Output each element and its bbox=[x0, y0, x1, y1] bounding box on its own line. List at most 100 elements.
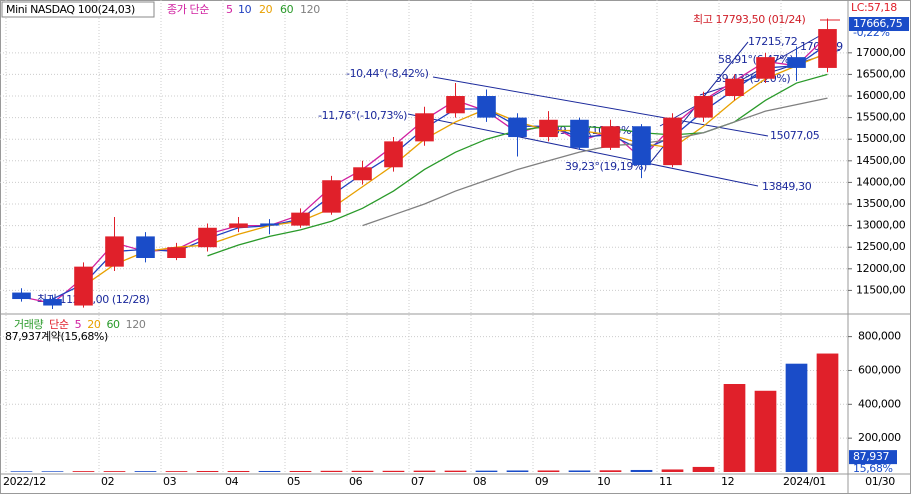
last-price-box bbox=[849, 17, 909, 32]
candle-body bbox=[415, 113, 434, 142]
trend-line bbox=[407, 113, 759, 187]
x-tick-label: 11 bbox=[659, 475, 672, 488]
volume-bar bbox=[72, 471, 95, 472]
annotation: 최저 11240,00 (12/28) bbox=[37, 293, 150, 306]
trend-line bbox=[432, 76, 769, 137]
y-tick-label: 12000,00 bbox=[856, 262, 906, 275]
volume-bar bbox=[382, 470, 405, 472]
y-tick-label: 800,000 bbox=[858, 330, 901, 343]
candle-body bbox=[260, 223, 279, 226]
annotation: -10,44°(-8,42%) bbox=[346, 67, 429, 80]
last-volume-pct: 15,68% bbox=[853, 462, 893, 475]
candle-body bbox=[167, 247, 186, 259]
y-tick-label: 13000,00 bbox=[856, 219, 906, 232]
candle-body bbox=[384, 141, 403, 168]
x-tick-label: 12 bbox=[721, 475, 734, 488]
volume-bar bbox=[165, 471, 188, 472]
volume-bar bbox=[475, 470, 498, 472]
candle-body bbox=[477, 96, 496, 118]
candle-body bbox=[105, 236, 124, 267]
volume-bar bbox=[506, 470, 529, 472]
y-tick-label: 14500,00 bbox=[856, 154, 906, 167]
last-volume-box bbox=[849, 450, 897, 465]
candle-body bbox=[291, 212, 310, 226]
y-tick-label: 14000,00 bbox=[856, 175, 906, 188]
candle-body bbox=[601, 126, 620, 148]
legend-entry: 20 bbox=[259, 3, 273, 16]
volume-legend-entry: 60 bbox=[106, 318, 120, 331]
ma-line bbox=[362, 97, 828, 227]
volume-bar bbox=[289, 470, 312, 472]
y-tick-label: 400,000 bbox=[858, 397, 901, 410]
y-tick-label: 15500,00 bbox=[856, 111, 906, 124]
candle-body bbox=[43, 299, 62, 306]
annotation: 최고 17793,50 (01/24) bbox=[693, 13, 806, 26]
volume-bar bbox=[754, 390, 777, 472]
volume-legend-entry: 20 bbox=[87, 318, 101, 331]
candle-body bbox=[229, 223, 248, 228]
annotation: 13849,30 bbox=[762, 180, 812, 193]
volume-bar bbox=[568, 470, 591, 472]
candle-body bbox=[570, 119, 589, 148]
annotation: -11,76°(-10,73%) bbox=[318, 109, 407, 122]
candle-body bbox=[136, 236, 155, 259]
volume-bar bbox=[630, 469, 653, 472]
y-tick-label: 200,000 bbox=[858, 431, 901, 444]
y-tick-label: 11500,00 bbox=[856, 283, 906, 296]
y-tick-label: 15000,00 bbox=[856, 132, 906, 145]
volume-bar bbox=[10, 471, 33, 472]
x-tick-label: 05 bbox=[287, 475, 301, 488]
candle-body bbox=[539, 119, 558, 138]
volume-bar bbox=[785, 363, 808, 472]
candle-body bbox=[198, 227, 217, 248]
y-tick-label: 16000,00 bbox=[856, 89, 906, 102]
last-date: 01/30 bbox=[865, 475, 895, 488]
last-volume-label: 87,937 bbox=[853, 450, 889, 463]
y-tick-label: 13500,00 bbox=[856, 197, 906, 210]
chart-title: Mini NASDAQ 100(24,03) bbox=[6, 3, 135, 16]
annotation: 17215,72 bbox=[748, 35, 797, 48]
trend-line bbox=[659, 29, 831, 127]
candle-body bbox=[663, 117, 682, 166]
volume-bar bbox=[351, 470, 374, 472]
title-box bbox=[1, 1, 155, 18]
volume-legend-entry: 5 bbox=[75, 318, 82, 331]
volume-legend-entry: 120 bbox=[126, 318, 146, 331]
volume-bar bbox=[723, 384, 746, 472]
x-tick-label: 2024/01 bbox=[783, 475, 826, 488]
x-tick-label: 2022/12 bbox=[3, 475, 46, 488]
y-tick-label: 17000,00 bbox=[856, 46, 906, 59]
legend-entry: 60 bbox=[280, 3, 294, 16]
x-tick-label: 02 bbox=[101, 475, 114, 488]
x-tick-label: 10 bbox=[597, 475, 611, 488]
volume-bar bbox=[413, 470, 436, 472]
candle-body bbox=[508, 117, 527, 138]
candle-body bbox=[756, 57, 775, 79]
candle-body bbox=[725, 78, 744, 97]
volume-legend-entry: 거래량 bbox=[14, 318, 43, 331]
volume-bar bbox=[444, 470, 467, 472]
y-tick-label: 12500,00 bbox=[856, 240, 906, 253]
x-tick-label: 06 bbox=[349, 475, 363, 488]
candle-body bbox=[322, 180, 341, 213]
volume-bar bbox=[41, 471, 64, 472]
volume-bar bbox=[103, 471, 126, 472]
x-tick-label: 07 bbox=[411, 475, 425, 488]
volume-bar bbox=[320, 470, 343, 472]
candle-body bbox=[694, 96, 713, 118]
candle-body bbox=[787, 57, 806, 68]
volume-legend-entry: 단순 bbox=[49, 318, 69, 331]
volume-bar bbox=[258, 470, 281, 472]
lc-label: LC:57,18 bbox=[851, 1, 897, 14]
legend-label: 종가 단순 bbox=[167, 3, 209, 16]
annotation: 39,23°(19,19%) bbox=[565, 160, 647, 173]
candle-body bbox=[818, 29, 837, 68]
candle-body bbox=[446, 96, 465, 114]
volume-bar bbox=[537, 470, 560, 472]
volume-bar bbox=[816, 353, 839, 472]
legend-entry: 5 bbox=[226, 3, 233, 16]
candle-body bbox=[353, 167, 372, 181]
volume-bar bbox=[599, 470, 622, 472]
